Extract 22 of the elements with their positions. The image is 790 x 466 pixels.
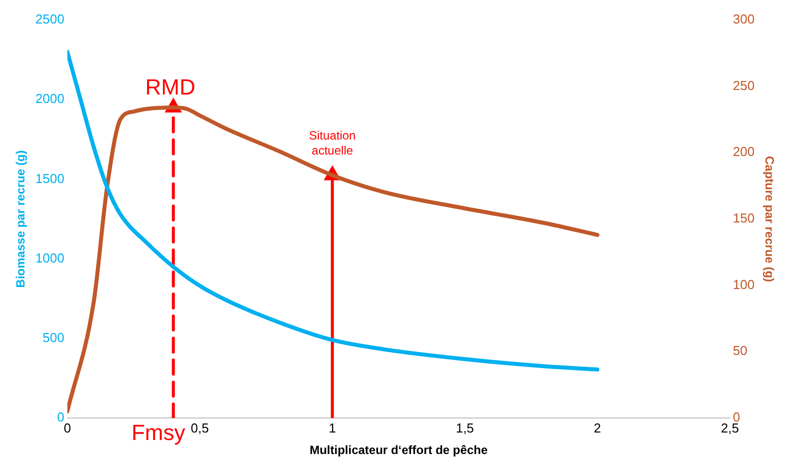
x-tick-label: 1 bbox=[328, 420, 336, 436]
y-tick-label: 1000 bbox=[35, 250, 64, 266]
y2-tick-label: 50 bbox=[732, 343, 748, 358]
y-tick-label: 0 bbox=[57, 410, 64, 425]
y2-tick-label: 150 bbox=[732, 210, 755, 226]
x-tick-label: 0,5 bbox=[190, 420, 209, 436]
y-tick-label: 500 bbox=[42, 330, 64, 345]
y2-tick-label: 100 bbox=[732, 276, 755, 292]
y-tick-label: 1500 bbox=[35, 170, 64, 186]
x-tick-label: 2 bbox=[594, 420, 602, 436]
annotation: Situation actuelle bbox=[309, 128, 356, 158]
y-axis-title: Biomasse par recrue (g) bbox=[14, 150, 28, 288]
y-tick-label: 2500 bbox=[35, 12, 64, 27]
y2-axis-title: Capture par recrue (g) bbox=[762, 156, 776, 282]
y-tick-label: 2000 bbox=[35, 91, 64, 106]
text: Fmsy bbox=[131, 420, 186, 446]
x-tick-label: 1,5 bbox=[456, 420, 474, 436]
y2-tick-label: 250 bbox=[732, 78, 755, 93]
y2-tick-label: 300 bbox=[732, 12, 755, 27]
y2-tick-label: 200 bbox=[732, 144, 755, 160]
annotation: RMD bbox=[145, 74, 196, 100]
x-axis-title: Multiplicateur d‘effort de pêche bbox=[310, 443, 488, 458]
